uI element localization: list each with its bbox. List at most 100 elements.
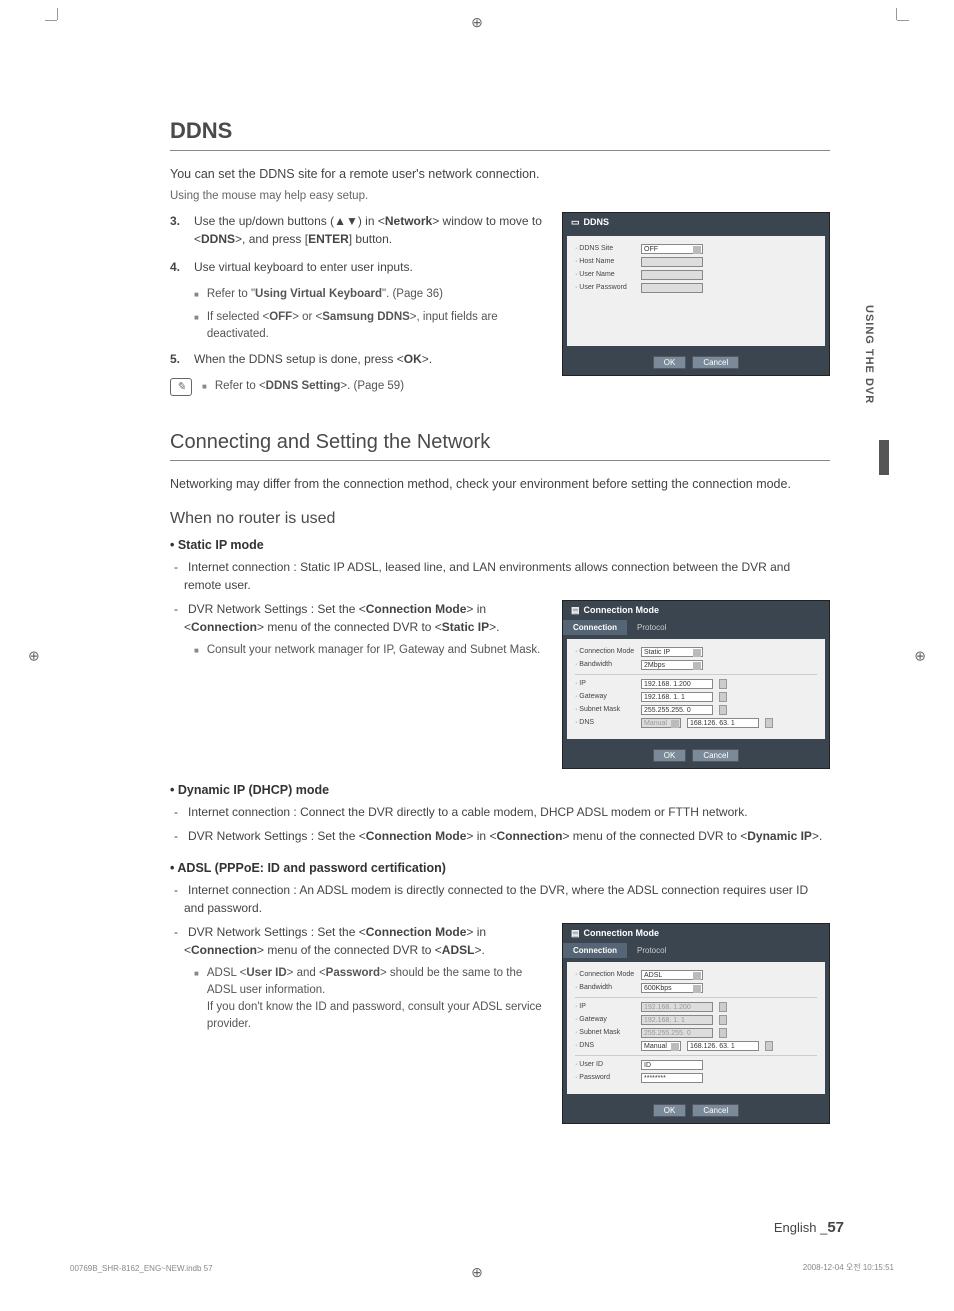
cancel-button[interactable]: Cancel [692, 749, 739, 762]
stepper-icon[interactable] [719, 692, 727, 702]
cancel-button[interactable]: Cancel [692, 356, 739, 369]
footer-timestamp: 2008-12-04 오전 10:15:51 [803, 1262, 894, 1273]
gw-field[interactable]: 192.168. 1. 1 [641, 1015, 713, 1025]
heading-ddns: DDNS [170, 118, 830, 144]
ip-label: IP [575, 1003, 635, 1010]
mode-field[interactable]: ADSL [641, 970, 703, 980]
sm-label: Subnet Mask [575, 706, 635, 713]
stepper-icon[interactable] [719, 1002, 727, 1012]
note-text: Refer to <DDNS Setting>. (Page 59) [215, 378, 404, 395]
square-bullet-icon: ■ [194, 312, 199, 344]
cancel-button[interactable]: Cancel [692, 1104, 739, 1117]
heading-connecting: Connecting and Setting the Network [170, 431, 830, 454]
static-d2: DVR Network Settings : Set the <Connecti… [170, 600, 546, 636]
dhcp-d2: DVR Network Settings : Set the <Connecti… [170, 827, 830, 845]
connection-mode-panel-2: ▤Connection Mode Connection Protocol Con… [562, 923, 830, 1124]
note-icon: ✎ [170, 378, 192, 396]
adsl-d2: DVR Network Settings : Set the <Connecti… [170, 923, 546, 959]
tab-connection[interactable]: Connection [563, 943, 627, 958]
rule [170, 460, 830, 461]
pw-field[interactable]: ******** [641, 1073, 703, 1083]
user-name-label: User Name [575, 271, 635, 278]
rule [170, 150, 830, 151]
window-icon: ▤ [571, 928, 580, 939]
sm-field[interactable]: 255.255.255. 0 [641, 705, 713, 715]
step-3-text: Use the up/down buttons (▲▼) in <Network… [194, 212, 546, 248]
bw-label: Bandwidth [575, 984, 635, 991]
step-3-num: 3. [170, 212, 184, 248]
side-tab-marker [879, 440, 889, 475]
intro-text: You can set the DDNS site for a remote u… [170, 165, 830, 184]
user-name-field[interactable] [641, 270, 703, 280]
tab-protocol[interactable]: Protocol [627, 943, 676, 958]
square-bullet-icon: ■ [194, 645, 199, 659]
step-5-num: 5. [170, 350, 184, 368]
stepper-icon[interactable] [719, 1028, 727, 1038]
adsl-d1: Internet connection : An ADSL modem is d… [170, 881, 830, 917]
step4-bullet2: If selected <OFF> or <Samsung DDNS>, inp… [207, 309, 546, 344]
page-footer: English _57 [774, 1219, 844, 1236]
bw-label: Bandwidth [575, 661, 635, 668]
gw-label: Gateway [575, 693, 635, 700]
ip-field[interactable]: 192.168. 1.200 [641, 1002, 713, 1012]
stepper-icon[interactable] [765, 718, 773, 728]
dhcp-heading: • Dynamic IP (DHCP) mode [170, 783, 830, 797]
ok-button[interactable]: OK [653, 356, 687, 369]
ok-button[interactable]: OK [653, 749, 687, 762]
dns-mode-field[interactable]: Manual [641, 718, 681, 728]
registration-mark-bottom: ⊕ [471, 1264, 483, 1281]
mode-label: Connection Mode [575, 648, 635, 655]
static-d1: Internet connection : Static IP ADSL, le… [170, 558, 830, 594]
bw-field[interactable]: 2Mbps [641, 660, 703, 670]
ip-field[interactable]: 192.168. 1.200 [641, 679, 713, 689]
bw-field[interactable]: 600Kbps [641, 983, 703, 993]
intro2: Networking may differ from the connectio… [170, 475, 830, 494]
window-icon: ▤ [571, 605, 580, 616]
adsl-bullet: ADSL <User ID> and <Password> should be … [207, 965, 546, 1034]
pw-label: Password [575, 1074, 635, 1081]
tab-protocol[interactable]: Protocol [627, 620, 676, 635]
step-5-text: When the DDNS setup is done, press <OK>. [194, 350, 432, 368]
ddns-site-field[interactable]: OFF [641, 244, 703, 254]
step4-bullet1: Refer to "Using Virtual Keyboard". (Page… [207, 286, 443, 303]
ddns-site-label: DDNS Site [575, 245, 635, 252]
dns-mode-field[interactable]: Manual [641, 1041, 681, 1051]
registration-mark-right: ⊕ [914, 647, 926, 664]
tab-connection[interactable]: Connection [563, 620, 627, 635]
stepper-icon[interactable] [719, 679, 727, 689]
ok-button[interactable]: OK [653, 1104, 687, 1117]
stepper-icon[interactable] [719, 705, 727, 715]
step-4-num: 4. [170, 258, 184, 276]
adsl-heading: • ADSL (PPPoE: ID and password certifica… [170, 861, 830, 875]
dns-label: DNS [575, 719, 635, 726]
square-bullet-icon: ■ [194, 968, 199, 1034]
host-name-label: Host Name [575, 258, 635, 265]
mode-field[interactable]: Static IP [641, 647, 703, 657]
dhcp-d1: Internet connection : Connect the DVR di… [170, 803, 830, 821]
mode-label: Connection Mode [575, 971, 635, 978]
host-name-field[interactable] [641, 257, 703, 267]
ip-label: IP [575, 680, 635, 687]
registration-mark-left: ⊕ [28, 647, 40, 664]
sm-label: Subnet Mask [575, 1029, 635, 1036]
static-ip-heading: • Static IP mode [170, 538, 830, 552]
window-icon: ▭ [571, 217, 580, 228]
dns-field[interactable]: 168.126. 63. 1 [687, 1041, 759, 1051]
sub-text: Using the mouse may help easy setup. [170, 190, 830, 202]
side-section-label: USING THE DVR [863, 305, 875, 404]
dns-label: DNS [575, 1042, 635, 1049]
user-pw-field[interactable] [641, 283, 703, 293]
stepper-icon[interactable] [765, 1041, 773, 1051]
sm-field[interactable]: 255.255.255. 0 [641, 1028, 713, 1038]
stepper-icon[interactable] [719, 1015, 727, 1025]
gw-field[interactable]: 192.168. 1. 1 [641, 692, 713, 702]
footer-filename: 00769B_SHR-8162_ENG~NEW.indb 57 [70, 1264, 213, 1273]
square-bullet-icon: ■ [194, 289, 199, 303]
uid-field[interactable]: ID [641, 1060, 703, 1070]
static-bullet1: Consult your network manager for IP, Gat… [207, 642, 540, 659]
registration-mark-top: ⊕ [471, 14, 483, 31]
uid-label: User ID [575, 1061, 635, 1068]
dns-field[interactable]: 168.126. 63. 1 [687, 718, 759, 728]
square-bullet-icon: ■ [202, 381, 207, 395]
user-pw-label: User Password [575, 284, 635, 291]
